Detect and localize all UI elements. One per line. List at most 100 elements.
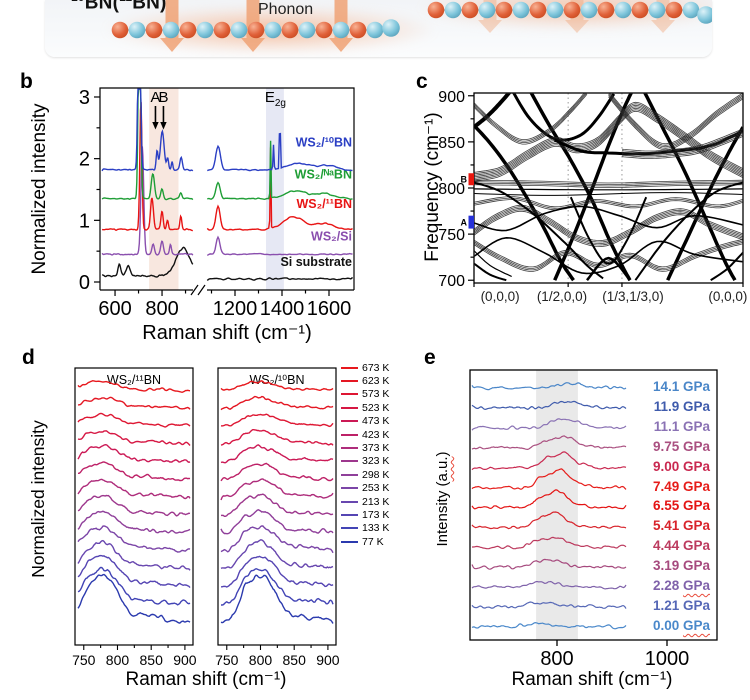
legend-label: 77 K xyxy=(362,535,384,548)
spectrum-curve-3.19GPa xyxy=(471,558,627,570)
panel-e-xlabel: Raman shift (cm⁻¹) xyxy=(511,669,673,690)
phonon-branch xyxy=(643,93,737,281)
nitrogen-atom xyxy=(512,1,530,19)
phonon-label: Phonon xyxy=(258,1,314,18)
peak-label: A xyxy=(150,89,160,106)
phonon-branch xyxy=(474,192,743,196)
spectrum-curve-14.1GPa xyxy=(471,382,627,391)
nitrogen-atom xyxy=(546,1,564,19)
phonon-branch xyxy=(474,188,743,191)
plot-box xyxy=(217,367,337,646)
spectrum-curve-2.28GPa xyxy=(471,580,627,590)
phonon-branch xyxy=(710,251,743,282)
phonon-branch xyxy=(474,110,743,182)
legend-label: 298 K xyxy=(362,468,390,481)
legend-item: 133 K xyxy=(341,522,416,535)
axis-ticks xyxy=(83,645,186,650)
spectrum-curve-7.49GPa xyxy=(471,468,627,490)
panel-d-xlabel: Raman shift (cm⁻¹) xyxy=(125,669,287,690)
subpanel-title: WS₂/¹¹BN xyxy=(107,373,161,387)
k-point-label: (1/3,1/3,0) xyxy=(602,289,664,304)
pressure-spectra-chart: 800 1000 xyxy=(469,369,718,670)
phonon-branch xyxy=(474,262,507,282)
phonon-branch xyxy=(474,109,743,181)
legend-label: 323 K xyxy=(362,455,390,468)
spectrum-curve-77K xyxy=(77,573,191,624)
spectrum-curve-523K xyxy=(77,430,191,446)
legend-item: 573 K xyxy=(341,388,416,401)
nitrogen-atom xyxy=(366,21,384,39)
phonon-branch xyxy=(474,197,743,209)
spectrum-curve-573K xyxy=(77,412,191,428)
nitrogen-atom xyxy=(196,21,214,39)
panel-b-xlabel: Raman shift (cm⁻¹) xyxy=(142,322,312,344)
legend-line xyxy=(341,473,358,476)
panel-letter-e: e xyxy=(424,346,436,369)
spectrum-curve-373K xyxy=(220,478,334,501)
nitrogen-atom xyxy=(697,6,712,24)
x-tick-label: 600 xyxy=(98,298,131,320)
x-tick-label: 900 xyxy=(316,652,340,668)
legend-item: 673 K xyxy=(341,361,416,374)
legend-label: 173 K xyxy=(362,508,390,521)
phonon-branch xyxy=(474,250,512,278)
raman-spectra-chart: 0 1 2 3 600 800 1200 1400 1600 Si substrate WS₂/Si… xyxy=(79,87,355,320)
spectrum-curve-423K xyxy=(220,462,334,482)
nitrogen-atom xyxy=(128,21,146,39)
phonon-branch xyxy=(621,136,743,159)
nitrogen-atom xyxy=(614,1,632,19)
phonon-branch xyxy=(474,206,743,243)
boron-atom xyxy=(665,1,683,19)
phonon-branch xyxy=(474,238,743,268)
spectrum-curve xyxy=(206,276,354,281)
spectrum-curve xyxy=(102,246,194,278)
annotation-arrowhead xyxy=(152,122,159,130)
phonon-branch xyxy=(666,126,743,281)
spectrum-curve-253K xyxy=(220,525,334,554)
legend-line xyxy=(341,447,358,450)
panel-letter-d: d xyxy=(22,346,35,369)
legend-line xyxy=(341,380,358,383)
phonon-branch xyxy=(621,128,743,152)
isotope-sup: 10 xyxy=(71,0,85,4)
spectrum-curve-6.55GPa xyxy=(471,489,627,510)
legend-label: 523 K xyxy=(362,401,390,414)
spectrum-curve-373K xyxy=(77,478,191,500)
legend-line xyxy=(341,393,358,396)
boron-atom xyxy=(145,21,163,39)
schematic-panel: 10BN(11BN) Phonon xyxy=(45,0,712,57)
temperature-spectra-chart: WS₂/¹¹BN 750 800 850 900 WS₂/¹⁰BN 750 800 850 900 xyxy=(72,367,340,668)
boron-atom xyxy=(247,21,265,39)
spectrum-curve-473K xyxy=(220,444,334,464)
panel-letter-c: c xyxy=(416,70,428,93)
boron-atom xyxy=(281,21,299,39)
x-tick-label: 800 xyxy=(145,298,178,320)
nitrogen-atom xyxy=(332,21,350,39)
series-label: WS₂/ᴺᵃBN xyxy=(295,167,352,181)
x-tick-label: 900 xyxy=(173,652,197,668)
spectrum-curve-323K xyxy=(77,494,191,517)
legend-item: 623 K xyxy=(341,374,416,387)
series-label: WS₂/¹⁰BN xyxy=(296,135,352,149)
y-tick-label: 750 xyxy=(438,227,465,244)
mode-marker-B xyxy=(468,173,474,186)
legend-item: 323 K xyxy=(341,455,416,468)
spectrum-curve-11.1GPa xyxy=(471,418,627,431)
spectrum-curve xyxy=(101,102,194,232)
legend-line xyxy=(341,406,358,409)
phonon-branch xyxy=(586,256,631,281)
legend-item: 298 K xyxy=(341,468,416,481)
y-tick-label: 0 xyxy=(79,272,90,294)
phonon-branch xyxy=(553,93,633,281)
x-tick-label: 1600 xyxy=(307,298,352,320)
spectrum-curve-298K xyxy=(220,509,334,535)
x-tick-label: 800 xyxy=(249,652,273,668)
spectrum-curve-77K xyxy=(220,574,334,624)
phonon-branch xyxy=(608,96,743,151)
legend-item: 373 K xyxy=(341,441,416,454)
spectrum-curve-1.21GPa xyxy=(471,601,627,609)
spectrum-curve-133K xyxy=(221,567,334,606)
legend-line xyxy=(341,460,358,463)
nitrogen-atom xyxy=(478,1,496,19)
phonon-branch xyxy=(474,181,604,280)
